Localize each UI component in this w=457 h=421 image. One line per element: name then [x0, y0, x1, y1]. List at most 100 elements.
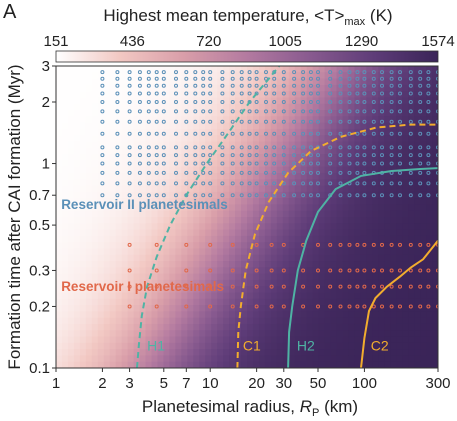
heatmap-cell: [235, 78, 242, 86]
heatmap-cell: [426, 141, 433, 149]
heatmap-cell: [56, 84, 63, 92]
heatmap-cell: [312, 147, 320, 155]
heatmap-cell: [342, 305, 350, 312]
heatmap-cell: [414, 336, 421, 344]
heatmap-cell: [127, 84, 135, 92]
heatmap-cell: [432, 135, 438, 143]
heatmap-cell: [85, 317, 93, 325]
reservoir-i-point: [127, 304, 132, 309]
reservoir-ii-point: [264, 145, 268, 150]
heatmap-cell: [420, 160, 427, 168]
heatmap-cell: [312, 122, 320, 130]
heatmap-cell: [193, 261, 200, 268]
reservoir-ii-point: [161, 83, 166, 88]
heatmap-cell: [354, 141, 362, 149]
heatmap-cell: [235, 235, 242, 243]
reservoir-ii-point: [115, 100, 120, 104]
heatmap-cell: [306, 154, 314, 161]
heatmap-cell: [157, 141, 165, 149]
heatmap-cell: [366, 267, 373, 275]
heatmap-cell: [252, 66, 260, 73]
heatmap-cell: [217, 128, 224, 136]
heatmap-cell: [85, 279, 93, 287]
heatmap-cell: [318, 66, 326, 73]
heatmap-cell: [175, 248, 182, 256]
heatmap-cell: [378, 279, 385, 287]
heatmap-cell: [145, 172, 153, 180]
heatmap-cell: [372, 116, 379, 124]
heatmap-cell: [247, 204, 254, 212]
reservoir-i-point: [362, 284, 367, 289]
reservoir-ii-point: [301, 70, 306, 75]
heatmap-cell: [426, 191, 433, 199]
heatmap-cell: [414, 122, 421, 130]
heatmap-cell: [414, 141, 421, 149]
reservoir-ii-point: [137, 181, 142, 186]
heatmap-cell: [420, 330, 427, 338]
heatmap-cell: [348, 110, 356, 117]
heatmap-cell: [127, 355, 135, 363]
heatmap-cell: [414, 267, 421, 275]
heatmap-cell: [241, 336, 248, 344]
reservoir-i-point: [408, 284, 413, 289]
heatmap-cell: [169, 305, 176, 312]
heatmap-cell: [414, 185, 421, 193]
heatmap-cell: [264, 103, 272, 111]
reservoir-ii-point: [292, 76, 297, 81]
reservoir-ii-point: [338, 100, 343, 104]
heatmap-cell: [252, 84, 260, 92]
heatmap-cell: [414, 179, 421, 187]
reservoir-ii-point: [371, 76, 376, 81]
reservoir-ii-point: [254, 161, 259, 166]
heatmap-cell: [115, 336, 123, 344]
heatmap-cell: [97, 110, 105, 117]
reservoir-ii-point: [127, 83, 132, 88]
reservoir-ii-point: [127, 119, 132, 124]
heatmap-cell: [402, 235, 409, 243]
heatmap-cell: [342, 185, 350, 193]
heatmap-cell: [318, 317, 326, 325]
reservoir-ii-point: [355, 161, 360, 166]
heatmap-cell: [408, 305, 415, 312]
heatmap-cell: [151, 311, 159, 319]
heatmap-cell: [300, 147, 308, 155]
heatmap-cell: [390, 103, 397, 111]
heatmap-cell: [384, 185, 391, 193]
heatmap-cell: [241, 128, 248, 136]
reservoir-ii-point: [316, 76, 320, 81]
heatmap-cell: [336, 179, 344, 187]
heatmap-cell: [56, 110, 63, 117]
heatmap-cell: [336, 317, 344, 325]
heatmap-cell: [336, 355, 344, 363]
heatmap-cell: [121, 172, 129, 180]
heatmap-cell: [109, 185, 117, 193]
heatmap-cell: [103, 128, 111, 136]
heatmap-cell: [324, 349, 332, 357]
heatmap-cell: [187, 242, 194, 250]
heatmap-cell: [348, 84, 356, 92]
heatmap-cell: [270, 179, 278, 187]
heatmap-cell: [318, 223, 326, 231]
reservoir-ii-point: [201, 193, 206, 198]
heatmap-cell: [199, 242, 206, 250]
heatmap-cell: [426, 78, 433, 86]
heatmap-cell: [276, 279, 284, 287]
heatmap-cell: [121, 154, 129, 161]
heatmap-cell: [61, 261, 69, 268]
reservoir-ii-point: [426, 119, 431, 124]
reservoir-ii-point: [355, 170, 360, 175]
heatmap-cell: [288, 154, 296, 161]
heatmap-cell: [103, 336, 111, 344]
heatmap-cell: [163, 242, 171, 250]
heatmap-cell: [258, 217, 266, 224]
heatmap-cell: [235, 355, 242, 363]
reservoir-i-point: [371, 268, 376, 273]
reservoir-ii-point: [272, 100, 277, 104]
heatmap-cell: [109, 128, 117, 136]
heatmap-cell: [121, 198, 129, 206]
heatmap-cell: [56, 128, 63, 136]
heatmap-cell: [157, 342, 165, 350]
heatmap-cell: [366, 361, 373, 368]
heatmap-cell: [336, 172, 344, 180]
heatmap-cell: [151, 116, 159, 124]
